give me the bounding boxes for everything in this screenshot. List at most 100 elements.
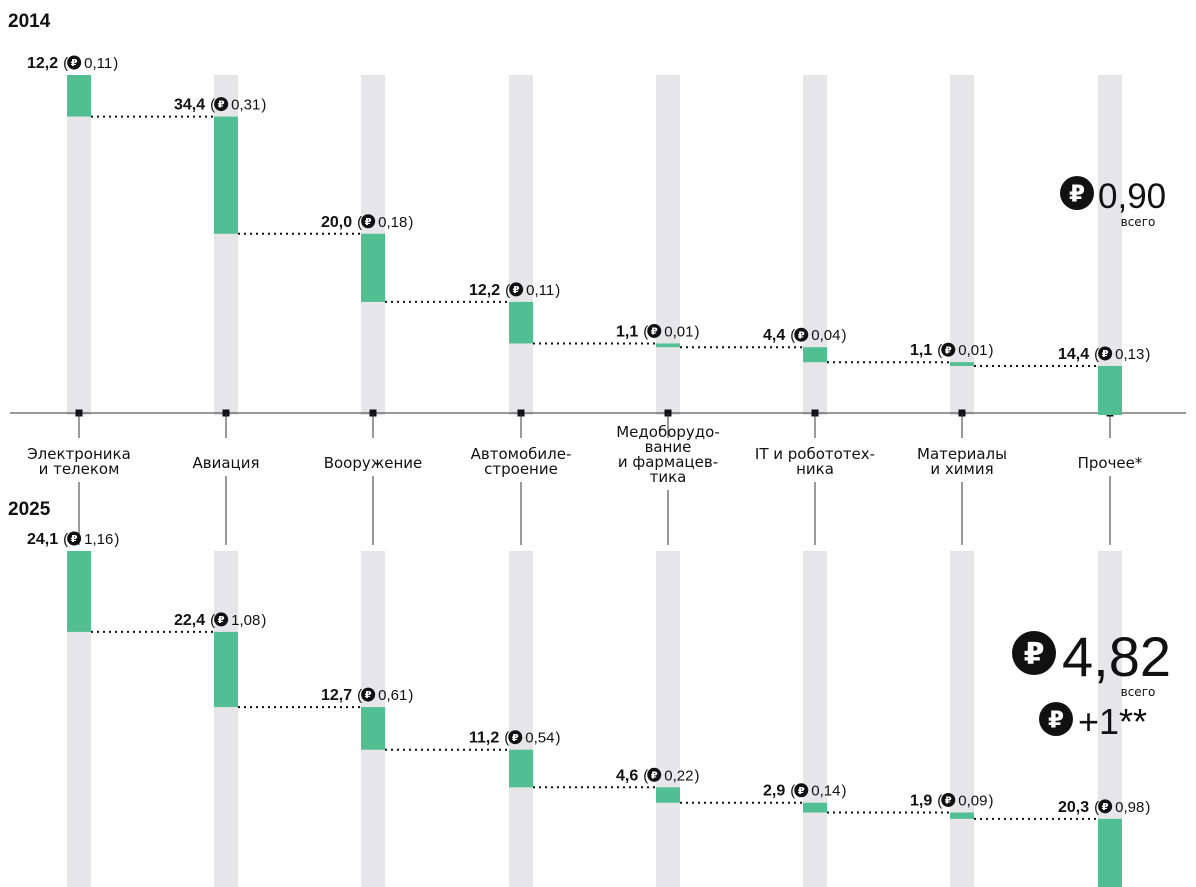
ruble-icon-glyph: ₽ <box>651 327 658 338</box>
value-rub: 0,61 <box>378 687 407 704</box>
category-label: и химия <box>930 460 993 478</box>
ruble-icon-disc <box>509 282 524 297</box>
value-rub: 0,31 <box>231 97 260 114</box>
value-percent: 11,2 <box>469 730 499 747</box>
category-label: тика <box>650 468 687 486</box>
ruble-icon-disc <box>361 214 376 229</box>
paren-open: ( <box>1094 799 1099 816</box>
paren-open: ( <box>63 531 68 548</box>
data-bar <box>656 343 680 348</box>
total-label: всего <box>1121 215 1156 229</box>
data-bar <box>67 75 91 117</box>
ruble-icon: ₽ <box>361 214 376 229</box>
category-label: Авиация <box>192 454 259 472</box>
paren-open: ( <box>1094 346 1099 363</box>
value-label: 22,4 (₽1,08) <box>174 612 266 629</box>
ruble-icon: ₽ <box>647 323 662 338</box>
track-bar <box>656 75 680 415</box>
data-bar <box>67 551 91 632</box>
ruble-icon-glyph: ₽ <box>1069 181 1085 207</box>
ruble-icon-glyph: ₽ <box>218 615 225 626</box>
value-label: 34,4 (₽0,31) <box>174 97 266 114</box>
data-bar <box>1098 818 1122 887</box>
ruble-icon-glyph: ₽ <box>1024 637 1045 672</box>
ruble-icon-disc <box>1012 631 1056 675</box>
value-label: 11,2 (₽0,54) <box>469 730 560 747</box>
ruble-icon: ₽ <box>1060 176 1094 210</box>
ruble-icon-disc <box>67 55 82 70</box>
ruble-icon-disc <box>1098 346 1113 361</box>
value-percent: 14,4 <box>1058 346 1089 363</box>
value-rub: 0,09 <box>958 792 987 809</box>
value-label: 4,6 (₽0,22) <box>616 767 699 784</box>
ruble-icon-disc <box>647 323 662 338</box>
value-percent: 12,2 <box>27 55 58 72</box>
value-rub: 1,08 <box>231 612 260 629</box>
category-label: и телеком <box>39 460 120 478</box>
value-percent: 22,4 <box>174 612 205 629</box>
value-label: 1,1 (₽0,01) <box>616 323 699 340</box>
ruble-icon-disc <box>1039 702 1073 736</box>
category-label: и фармацев- <box>618 453 718 471</box>
paren-close: ) <box>261 612 266 629</box>
ruble-icon-disc <box>794 783 809 798</box>
ruble-icon: ₽ <box>214 612 229 627</box>
ruble-icon-glyph: ₽ <box>71 534 78 545</box>
paren-close: ) <box>1145 346 1150 363</box>
ruble-icon-glyph: ₽ <box>365 690 372 701</box>
category-label: Прочее* <box>1078 454 1143 472</box>
data-bar <box>803 802 827 813</box>
category-label: Электроника <box>27 445 131 463</box>
value-label: 2,9 (₽0,14) <box>763 783 846 800</box>
value-rub: 0,54 <box>525 730 554 747</box>
value-label: 14,4 (₽0,13) <box>1058 346 1150 363</box>
value-percent: 20,0 <box>321 214 352 231</box>
track-bar <box>656 551 680 887</box>
ruble-icon-glyph: ₽ <box>945 796 952 807</box>
ruble-icon-glyph: ₽ <box>1102 802 1109 813</box>
data-bar <box>509 749 533 788</box>
ruble-icon-disc <box>1098 799 1113 814</box>
data-bar <box>950 812 974 819</box>
category-label: вание <box>645 438 692 456</box>
year-label: 2014 <box>8 11 51 32</box>
track-bar <box>509 551 533 887</box>
ruble-icon-glyph: ₽ <box>512 733 519 744</box>
paren-close: ) <box>841 783 846 800</box>
ruble-icon: ₽ <box>214 97 229 112</box>
value-percent: 1,9 <box>910 792 932 809</box>
data-bar <box>361 233 385 302</box>
paren-close: ) <box>988 792 993 809</box>
year-label: 2025 <box>8 499 51 520</box>
extra-note: +1** <box>1078 701 1147 742</box>
ruble-icon: ₽ <box>67 55 82 70</box>
value-percent: 34,4 <box>174 97 205 114</box>
ruble-icon: ₽ <box>1012 631 1056 675</box>
paren-open: ( <box>790 327 795 344</box>
ruble-icon: ₽ <box>1039 702 1073 736</box>
paren-close: ) <box>694 323 699 340</box>
paren-close: ) <box>261 97 266 114</box>
value-label: 24,1 (₽1,16) <box>27 531 119 548</box>
value-rub: 0,13 <box>1115 346 1144 363</box>
value-rub: 0,11 <box>84 55 112 72</box>
total-label: всего <box>1121 685 1156 699</box>
data-bar <box>1098 365 1122 415</box>
ruble-icon-disc <box>67 531 82 546</box>
paren-close: ) <box>1145 799 1150 816</box>
ruble-icon-glyph: ₽ <box>651 770 658 781</box>
paren-open: ( <box>504 730 509 747</box>
value-rub: 1,16 <box>84 531 113 548</box>
paren-close: ) <box>694 767 699 784</box>
ruble-icon-glyph: ₽ <box>513 285 520 296</box>
paren-close: ) <box>555 730 560 747</box>
ruble-icon-disc <box>214 612 229 627</box>
value-label: 20,0 (₽0,18) <box>321 214 413 231</box>
ruble-icon-disc <box>214 97 229 112</box>
value-label: 20,3 (₽0,98) <box>1058 799 1150 816</box>
panel-2014: 201412,2(₽0,11)34,4(₽0,31)20,0(₽0,18)12,… <box>8 11 1166 415</box>
value-label: 4,4 (₽0,04) <box>763 327 846 344</box>
ruble-icon: ₽ <box>1098 799 1113 814</box>
total-value: 4,82 <box>1062 625 1171 688</box>
